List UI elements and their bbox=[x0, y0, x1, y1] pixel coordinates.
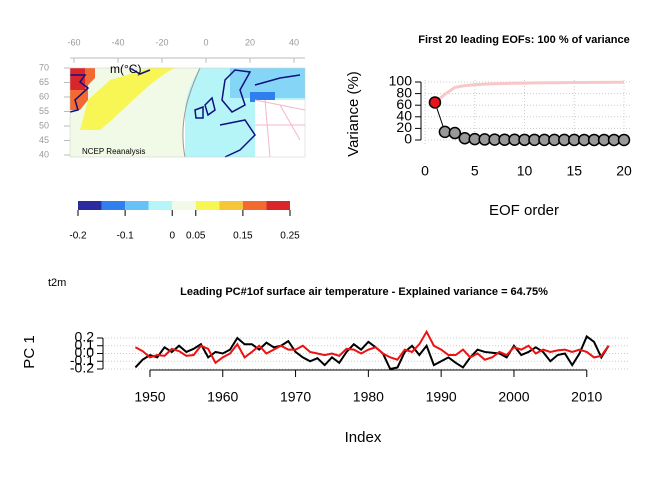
cumulative-line bbox=[434, 80, 625, 104]
colorbar-swatch bbox=[148, 201, 173, 210]
y-tick-label: 60 bbox=[39, 91, 49, 101]
x-tick-label: 40 bbox=[289, 37, 299, 47]
x-tick-label: 2000 bbox=[498, 389, 529, 405]
map-subtitle: m(°C) bbox=[110, 62, 141, 76]
colorbar-swatch bbox=[242, 201, 267, 210]
coastline bbox=[194, 69, 301, 158]
map-field bbox=[250, 92, 275, 102]
x-tick-label: 15 bbox=[566, 163, 582, 179]
map-area: m(°C) NCEP Reanalysis t2m bbox=[48, 57, 306, 289]
x-tick-label: 1980 bbox=[353, 389, 384, 405]
x-axis-label: EOF order bbox=[489, 202, 559, 219]
colorbar-swatch bbox=[219, 201, 243, 210]
colorbar-swatch bbox=[172, 201, 196, 210]
coastline bbox=[69, 67, 151, 113]
x-axis-label: Index bbox=[345, 429, 382, 446]
y-tick-label: 50 bbox=[39, 120, 49, 130]
variable-label: t2m bbox=[48, 277, 66, 289]
x-tick-label: 1960 bbox=[207, 389, 238, 405]
y-tick-label: 65 bbox=[39, 77, 49, 87]
y-axis-label: Variance (%) bbox=[345, 71, 362, 157]
colorbar-swatch bbox=[195, 201, 220, 210]
map-field bbox=[255, 100, 305, 157]
colorbar-swatch bbox=[125, 201, 149, 210]
y-tick-label: 0 bbox=[404, 131, 412, 147]
y-axis-label: PC 1 bbox=[21, 335, 38, 368]
x-tick-label: 20 bbox=[616, 163, 632, 179]
y-tick-label: 0.1 bbox=[75, 336, 95, 352]
map-field bbox=[70, 68, 85, 90]
y-tick-label: 40 bbox=[396, 108, 412, 124]
y-tick-label: 70 bbox=[39, 62, 49, 72]
y-tick-label: 20 bbox=[396, 119, 412, 135]
x-tick-label: 0 bbox=[203, 37, 208, 47]
x-tick-label: 0 bbox=[421, 163, 429, 179]
y-tick-label: 0.0 bbox=[75, 344, 95, 360]
y-tick-label: 80 bbox=[396, 84, 412, 100]
contour bbox=[182, 67, 201, 158]
colorbar-tick-label: -0.1 bbox=[116, 231, 134, 242]
colorbar-tick-label: 0.15 bbox=[233, 231, 253, 242]
colorbar-tick-label: -0.2 bbox=[69, 231, 87, 242]
pc-line bbox=[134, 329, 610, 365]
colorbar-tick-label: 0.25 bbox=[280, 231, 300, 242]
y-tick-label: -0.1 bbox=[70, 352, 94, 368]
y-tick-label: 40 bbox=[39, 149, 49, 159]
x-tick-label: -20 bbox=[155, 37, 168, 47]
x-tick-label: -60 bbox=[67, 37, 80, 47]
pc-line bbox=[134, 334, 610, 371]
map-annotation: NCEP Reanalysis bbox=[82, 147, 145, 156]
y-tick-label: 55 bbox=[39, 106, 49, 116]
map-frame bbox=[69, 67, 306, 158]
y-tick-label: 45 bbox=[39, 135, 49, 145]
scree-plot: First 20 leading EOFs: 100 % of variance… bbox=[345, 34, 630, 219]
colorbar-swatch bbox=[101, 201, 126, 210]
eof-point bbox=[428, 96, 442, 109]
y-tick-label: 100 bbox=[389, 73, 413, 89]
chart-title: Leading PC#1of surface air temperature -… bbox=[180, 286, 548, 298]
x-tick-label: -40 bbox=[111, 37, 124, 47]
x-tick-label: 1950 bbox=[134, 389, 165, 405]
y-tick-label: -0.2 bbox=[70, 360, 94, 376]
x-tick-label: 5 bbox=[471, 163, 479, 179]
x-tick-label: 1970 bbox=[280, 389, 311, 405]
border bbox=[254, 99, 306, 158]
colorbar-tick-label: 0 bbox=[169, 231, 175, 242]
y-tick-label: 0.2 bbox=[75, 329, 95, 345]
x-tick-label: 20 bbox=[245, 37, 255, 47]
colorbar-swatch bbox=[78, 201, 102, 210]
x-tick-label: 10 bbox=[517, 163, 533, 179]
colorbar-tick-label: 0.05 bbox=[186, 231, 206, 242]
x-tick-label: 1990 bbox=[426, 389, 457, 405]
chart-title: First 20 leading EOFs: 100 % of variance bbox=[418, 34, 630, 46]
eof-point bbox=[448, 126, 462, 140]
map-field bbox=[80, 68, 175, 130]
eof-point bbox=[617, 133, 631, 147]
pc-plot: Leading PC#1of surface air temperature -… bbox=[21, 286, 548, 446]
colorbar-swatch bbox=[266, 201, 290, 210]
x-tick-label: 2010 bbox=[571, 389, 602, 405]
y-tick-label: 60 bbox=[396, 96, 412, 112]
